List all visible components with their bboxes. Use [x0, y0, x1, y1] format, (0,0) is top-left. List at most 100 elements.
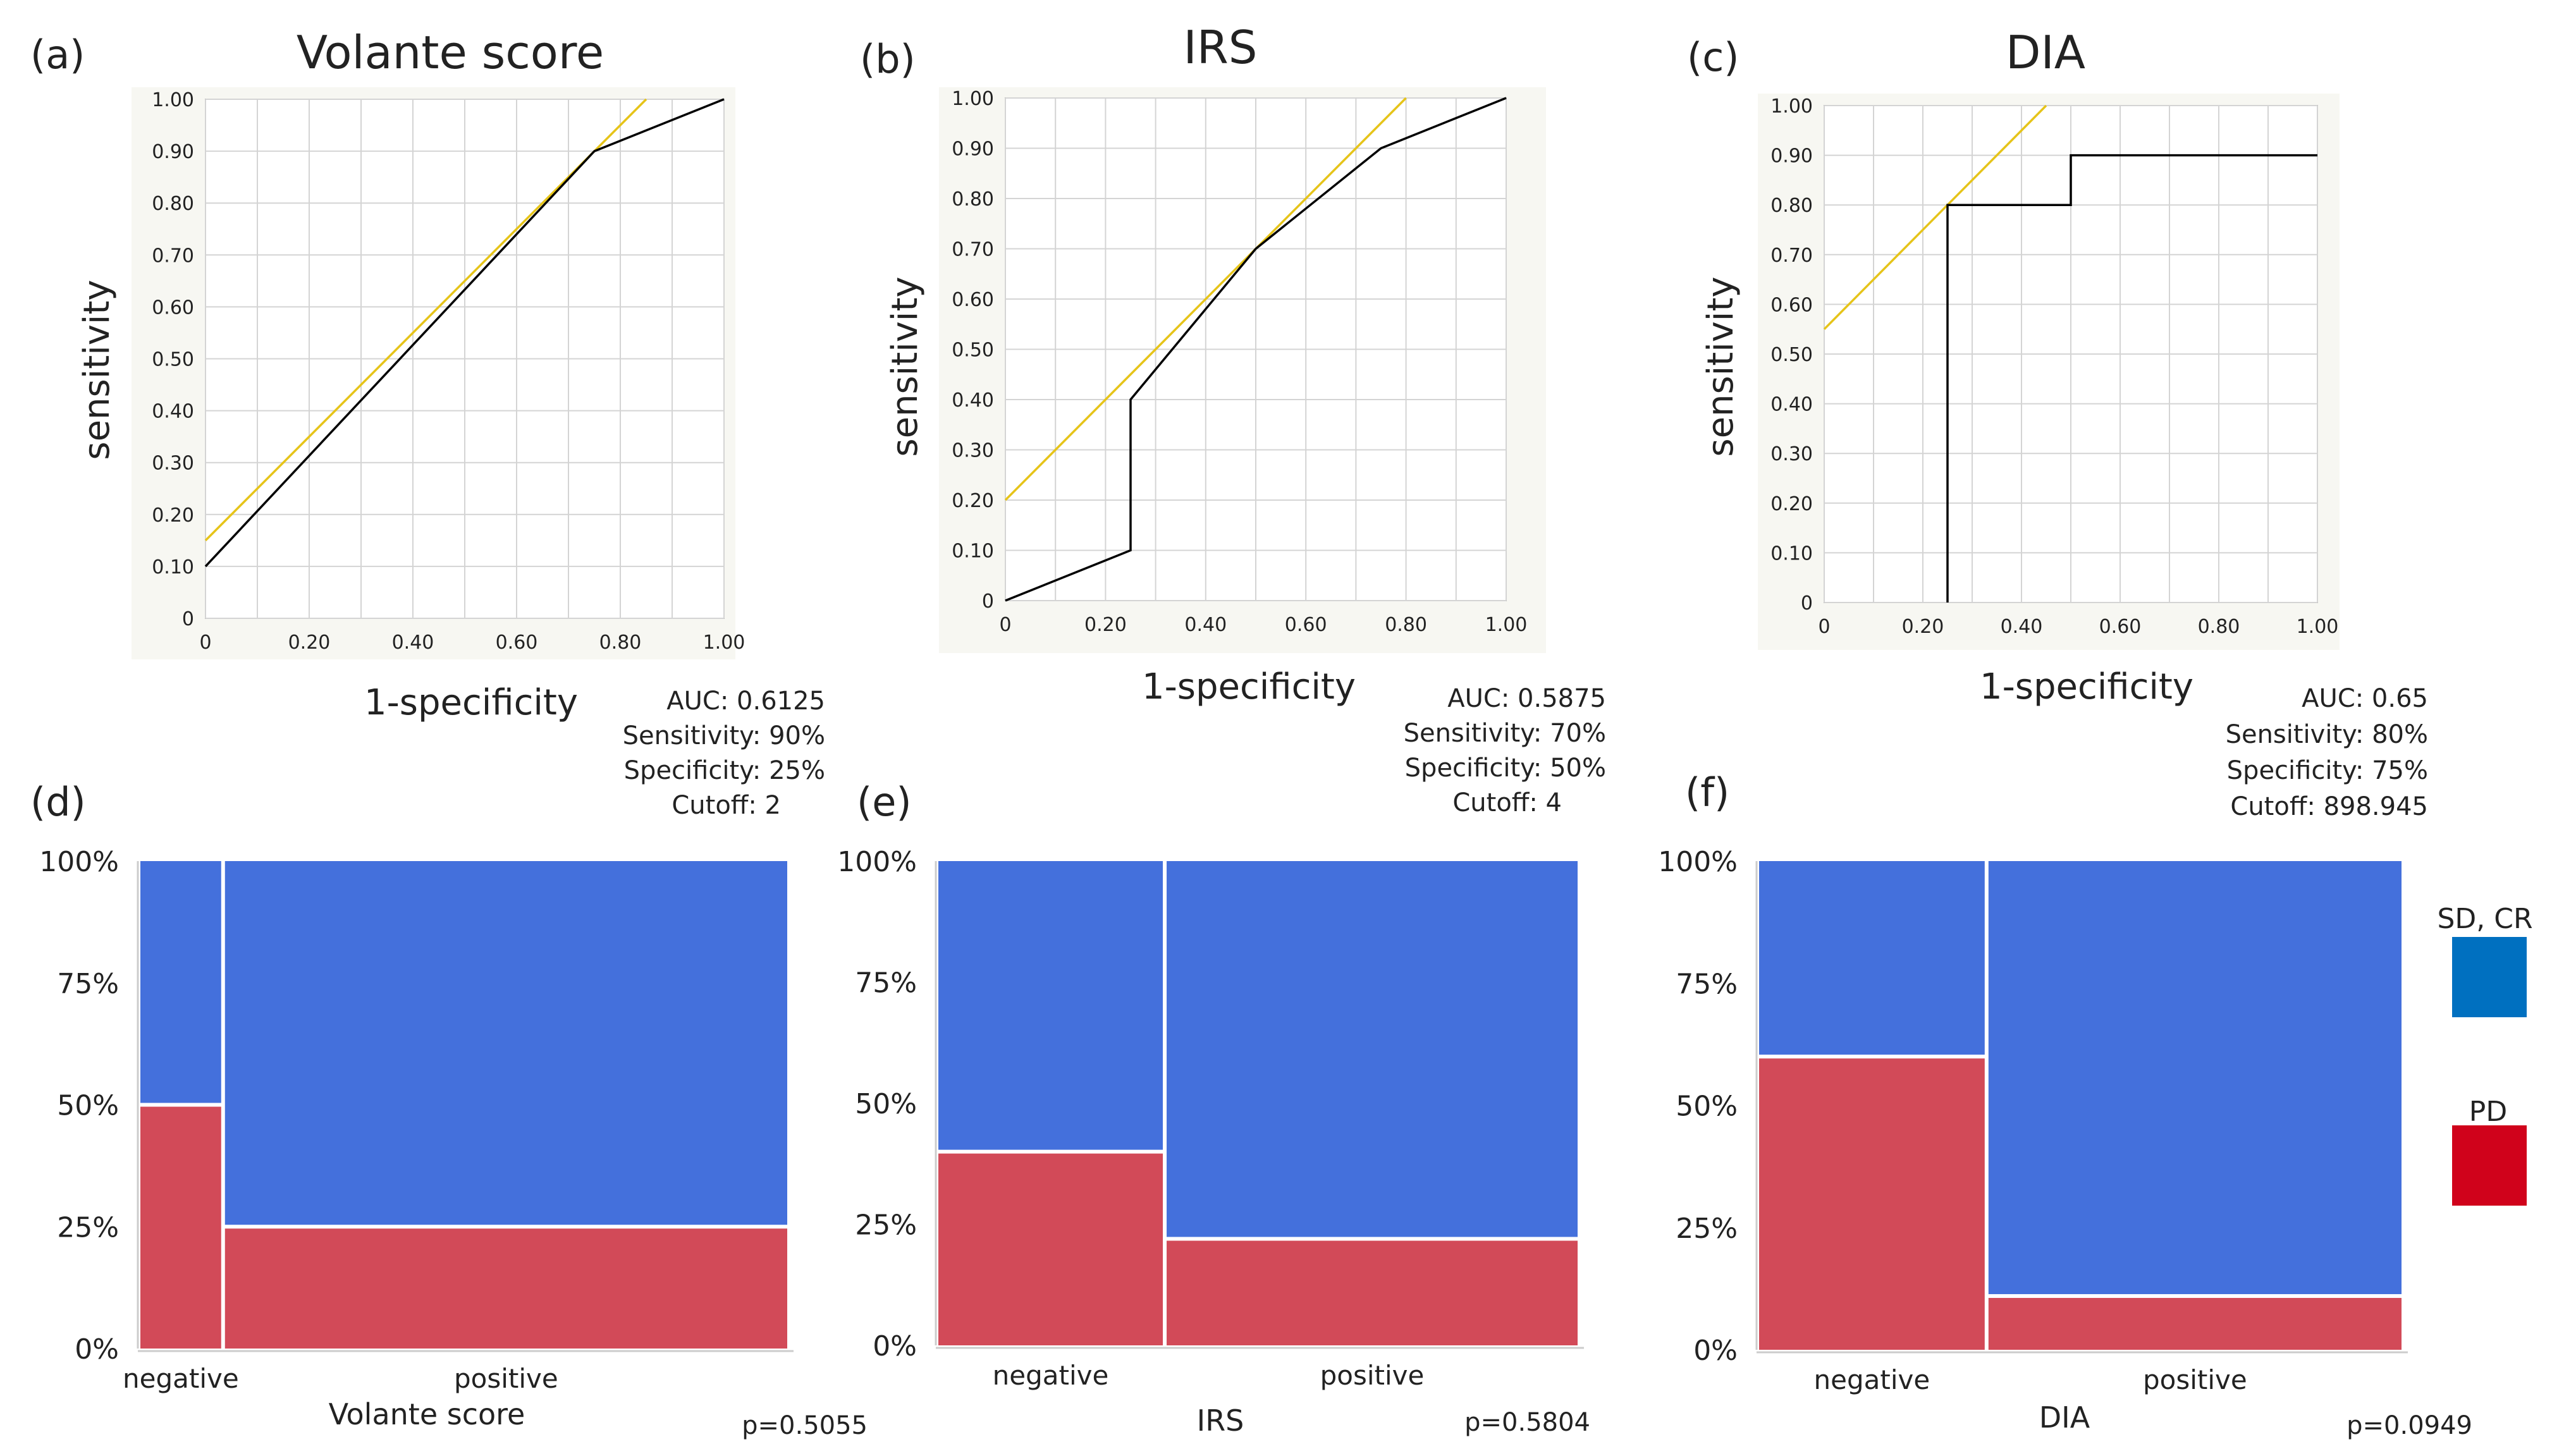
y-tick-label-f: 50%	[1676, 1091, 1738, 1123]
category-label-positive: positive	[1320, 1360, 1425, 1391]
x-tick-label-a: 1.00	[703, 632, 745, 654]
x-tick-label-c: 0.40	[2001, 616, 2043, 638]
y-tick-label-d: 75%	[57, 968, 119, 1000]
y-tick-label-b: 0.70	[952, 239, 994, 261]
x-tick-label-b: 1.00	[1485, 614, 1528, 636]
stat-cutoff-a: Cutoff: 2	[672, 791, 781, 820]
y-tick-label-b: 0.60	[952, 289, 994, 311]
y-tick-label-c: 0.30	[1770, 443, 1813, 465]
category-label-positive: positive	[2143, 1364, 2247, 1395]
ylabel-a: sensitivity	[77, 279, 118, 460]
x-tick-label-b: 0	[999, 614, 1011, 636]
stat-auc-a: AUC: 0.6125	[666, 687, 825, 716]
legend-swatch-sdcr	[2452, 937, 2527, 1017]
x-tick-label-b: 0.20	[1084, 614, 1127, 636]
y-tick-label-c: 0.10	[1770, 542, 1813, 565]
y-tick-label-c: 0.70	[1770, 245, 1813, 267]
mosaic-pd-negative	[1759, 1058, 1985, 1350]
y-tick-label-c: 0.60	[1770, 294, 1813, 316]
panel-letter-b: (b)	[860, 36, 916, 82]
x-tick-label-a: 0.60	[496, 632, 538, 654]
stat-specificity-a: Specificity: 25%	[624, 756, 825, 785]
y-tick-label-b: 0.90	[952, 138, 994, 161]
mosaic-pd-negative	[938, 1153, 1163, 1345]
roc-curve-c	[1946, 154, 2317, 603]
x-tick-label-b: 0.80	[1385, 614, 1427, 636]
xlabel-b: 1-specificity	[1142, 666, 1356, 707]
y-tick-label-f: 75%	[1676, 968, 1738, 1000]
panel-title-a: Volante score	[297, 26, 604, 79]
mosaic-sdcr-positive	[224, 861, 787, 1225]
y-tick-label-a: 0.40	[152, 401, 194, 423]
mosaic-sdcr-negative	[140, 861, 221, 1103]
panel-title-c: DIA	[2006, 26, 2085, 79]
stat-auc-c: AUC: 0.65	[2302, 684, 2428, 713]
y-tick-label-b: 0.10	[952, 541, 994, 563]
y-tick-label-d: 25%	[57, 1211, 119, 1244]
x-tick-label-c: 0	[1818, 616, 1830, 638]
stat-cutoff-b: Cutoff: 4	[1452, 788, 1562, 817]
x-tick-label-a: 0.80	[599, 632, 642, 654]
y-tick-label-c: 0.90	[1770, 145, 1813, 168]
category-label-positive: positive	[454, 1363, 558, 1394]
pvalue-f: p=0.0949	[2346, 1411, 2472, 1440]
panel-e: (e) 0%25%50%75%100%negative positive IRS …	[837, 779, 1590, 1438]
y-tick-label-b: 0.80	[952, 188, 994, 211]
y-tick-label-e: 0%	[873, 1330, 917, 1362]
xlabel-a: 1-specificity	[364, 682, 578, 723]
category-label-negative: negative	[1814, 1364, 1930, 1395]
y-tick-label-e: 25%	[855, 1209, 917, 1242]
mosaic-sdcr-negative	[938, 861, 1163, 1150]
xlabel-d: Volante score	[329, 1397, 525, 1431]
panel-f: (f) 0%25%50%75%100%negative positive DIA …	[1658, 769, 2472, 1440]
y-tick-label-a: 0.60	[152, 297, 194, 319]
y-tick-label-a: 0.10	[152, 556, 194, 578]
category-label-negative: negative	[123, 1363, 239, 1394]
xlabel-f: DIA	[2039, 1400, 2090, 1435]
y-tick-label-a: 0.70	[152, 245, 194, 267]
tangent-line-b	[1004, 97, 1407, 501]
y-tick-label-b: 0.30	[952, 440, 994, 462]
x-tick-label-c: 0.60	[2099, 616, 2142, 638]
panel-b: (b) IRS 0 0.20 0.40 0.60 0.80 1.00 0 0.10 0.20 0.…	[860, 21, 1606, 817]
stats-b: AUC: 0.5875 Sensitivity: 70% Specificity…	[1404, 684, 1606, 817]
mosaic-chart-d: 0% 25% 50% 75% 100% negative positive	[39, 846, 794, 1394]
y-tick-label-a: 0.20	[152, 505, 194, 527]
y-tick-label-b: 0	[982, 590, 994, 613]
mosaic-sdcr-negative	[1759, 861, 1985, 1055]
y-tick-label-d: 50%	[57, 1090, 119, 1122]
panel-d: (d) 0% 25% 50% 75% 100% negative positive Vola…	[30, 779, 868, 1440]
y-tick-label-b: 0.40	[952, 389, 994, 412]
mosaic-sdcr-positive	[1988, 861, 2402, 1294]
x-tick-label-a: 0.20	[288, 632, 331, 654]
x-tick-label-b: 0.60	[1285, 614, 1327, 636]
stat-specificity-b: Specificity: 50%	[1405, 754, 1606, 783]
stat-sensitivity-c: Sensitivity: 80%	[2226, 720, 2428, 749]
mosaic-pd-positive	[224, 1228, 787, 1349]
mosaic-chart-e: 0% 25% 50% 75% 100% negative positive	[837, 846, 1584, 1391]
roc-curve-b	[1005, 97, 1507, 602]
roc-curve-a	[204, 98, 725, 568]
y-tick-label-b: 0.20	[952, 490, 994, 512]
mosaic-chart-f: 0% 25% 50% 75% 100% negative positive	[1658, 846, 2408, 1395]
roc-chart-b: 0 0.20 0.40 0.60 0.80 1.00 0 0.10 0.20 0.30 0.40 0.…	[952, 88, 1527, 636]
x-tick-label-a: 0.40	[392, 632, 434, 654]
panel-c: (c) DIA 0 0.20 0.40 0.60 0.80 1.00 0 0.10 0.20 0.…	[1687, 26, 2428, 821]
y-tick-label-a: 0.50	[152, 349, 194, 371]
panel-letter-c: (c)	[1687, 34, 1739, 80]
stats-a: AUC: 0.6125 Sensitivity: 90% Specificity…	[623, 687, 825, 820]
xlabel-c: 1-specificity	[1980, 666, 2193, 707]
y-tick-label-a: 0.80	[152, 193, 194, 215]
x-tick-label-b: 0.40	[1184, 614, 1227, 636]
y-tick-label-f: 25%	[1676, 1213, 1738, 1245]
panel-a: (a) Volante score 0 0.20 0.40 0.60 0.80 1.000…	[30, 26, 825, 820]
stats-c: AUC: 0.65 Sensitivity: 80% Specificity: …	[2226, 684, 2428, 821]
y-tick-label-f: 0%	[1693, 1335, 1738, 1367]
panel-letter-d: (d)	[30, 779, 86, 825]
panel-title-b: IRS	[1184, 21, 1258, 74]
mosaic-pd-positive	[1167, 1240, 1578, 1345]
y-tick-label-a: 0	[182, 608, 194, 630]
pvalue-d: p=0.5055	[742, 1411, 868, 1440]
stat-sensitivity-a: Sensitivity: 90%	[623, 721, 825, 750]
